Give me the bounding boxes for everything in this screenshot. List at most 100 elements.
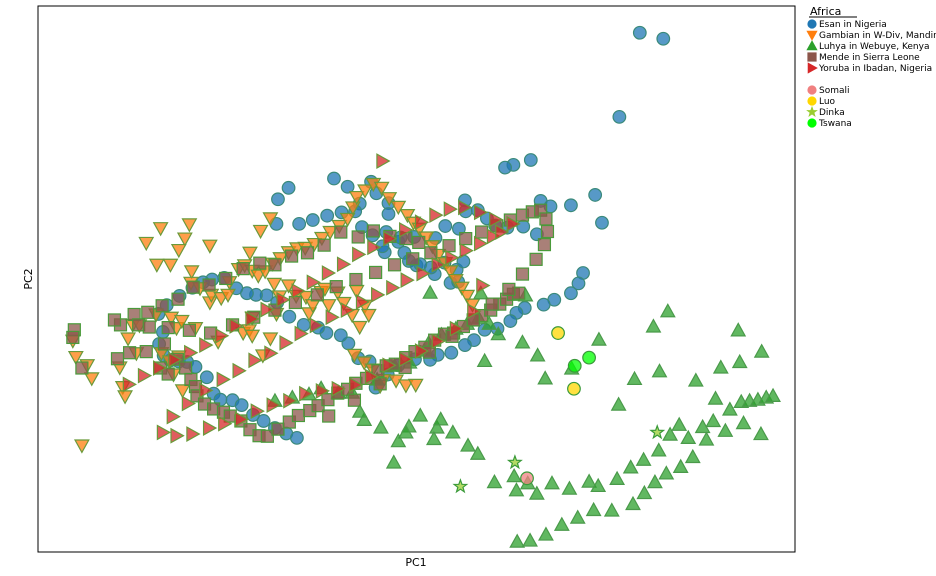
point-mende-in-sierra-leone-85 [424, 246, 438, 260]
point-luo-1 [567, 381, 581, 396]
point-gambian-in-w-div-mandinka-89 [344, 201, 361, 216]
point-yoruba-in-ibadan-nigeria-10 [331, 380, 346, 397]
point-yoruba-in-ibadan-nigeria-35 [371, 286, 386, 303]
point-mende-in-sierra-leone-86 [442, 239, 456, 253]
point-mende-in-sierra-leone-87 [459, 231, 473, 246]
point-luhya-in-webuye-kenya-77 [481, 315, 498, 330]
legend-item-tswana: Tswana [807, 118, 852, 129]
point-esan-in-nigeria-17 [305, 213, 320, 227]
legend-item-gambian-in-w-div-mandinka: Gambian in W-Div, Mandinka [806, 30, 936, 41]
point-yoruba-in-ibadan-nigeria-56 [336, 256, 352, 273]
point-yoruba-in-ibadan-nigeria-13 [283, 392, 298, 409]
point-luhya-in-webuye-kenya-43 [753, 425, 769, 441]
point-yoruba-in-ibadan-nigeria-55 [352, 246, 367, 263]
point-yoruba-in-ibadan-nigeria-64 [215, 327, 230, 344]
point-yoruba-in-ibadan-nigeria-27 [248, 352, 263, 369]
point-esan-in-nigeria-1 [656, 31, 671, 46]
point-luhya-in-webuye-kenya-5 [412, 407, 429, 422]
point-luhya-in-webuye-kenya-74 [529, 347, 546, 362]
point-luhya-in-webuye-kenya-28 [609, 470, 626, 485]
legend-label-gambian-in-w-div-mandinka: Gambian in W-Div, Mandinka [819, 31, 936, 41]
point-mende-in-sierra-leone-79 [310, 288, 324, 302]
point-gambian-in-w-div-mandinka-30 [262, 332, 279, 347]
point-luhya-in-webuye-kenya-17 [460, 437, 476, 452]
legend-item-yoruba-in-ibadan-nigeria: Yoruba in Ibadan, Nigeria [807, 62, 932, 74]
point-luhya-in-webuye-kenya-71 [591, 331, 607, 346]
legend-title: Africa [810, 5, 841, 18]
point-mende-in-sierra-leone-10 [179, 361, 193, 375]
point-luhya-in-webuye-kenya-46 [698, 431, 715, 446]
point-mende-in-sierra-leone-24 [291, 408, 306, 423]
point-gambian-in-w-div-mandinka-58 [252, 224, 269, 240]
point-yoruba-in-ibadan-nigeria-47 [473, 204, 489, 221]
point-luhya-in-webuye-kenya-37 [721, 401, 738, 416]
point-yoruba-in-ibadan-nigeria-3 [449, 320, 464, 337]
point-luhya-in-webuye-kenya-42 [765, 387, 781, 402]
point-luhya-in-webuye-kenya-66 [731, 353, 748, 369]
point-yoruba-in-ibadan-nigeria-70 [122, 376, 137, 393]
point-luhya-in-webuye-kenya-4 [476, 352, 493, 368]
point-mende-in-sierra-leone-53 [351, 230, 365, 244]
point-gambian-in-w-div-mandinka-46 [360, 308, 377, 324]
point-luhya-in-webuye-kenya-7 [425, 430, 442, 446]
point-luhya-in-webuye-kenya-24 [544, 475, 560, 490]
point-luhya-in-webuye-kenya-59 [509, 533, 526, 548]
point-luhya-in-webuye-kenya-30 [635, 451, 652, 466]
point-esan-in-nigeria-49 [516, 219, 531, 234]
point-mende-in-sierra-leone-8 [161, 367, 175, 381]
point-gambian-in-w-div-mandinka-86 [322, 225, 339, 241]
legend-label-luhya-in-webuye-kenya: Luhya in Webuye, Kenya [819, 42, 929, 52]
point-yoruba-in-ibadan-nigeria-28 [264, 345, 279, 362]
point-yoruba-in-ibadan-nigeria-20 [170, 427, 185, 444]
point-gambian-in-w-div-mandinka-104 [447, 273, 464, 289]
point-esan-in-nigeria-106 [234, 398, 249, 413]
point-luhya-in-webuye-kenya-13 [351, 403, 368, 418]
point-luhya-in-webuye-kenya-76 [490, 326, 507, 341]
point-luhya-in-webuye-kenya-57 [538, 526, 554, 541]
point-luhya-in-webuye-kenya-12 [356, 411, 373, 426]
point-yoruba-in-ibadan-nigeria-33 [340, 302, 355, 319]
point-luhya-in-webuye-kenya-32 [662, 426, 679, 441]
point-yoruba-in-ibadan-nigeria-57 [321, 265, 337, 281]
point-luhya-in-webuye-kenya-69 [659, 303, 676, 318]
point-esan-in-nigeria-41 [438, 219, 453, 233]
point-yoruba-in-ibadan-nigeria-30 [294, 325, 309, 342]
point-esan-in-nigeria-3 [523, 153, 538, 167]
point-mende-in-sierra-leone-49 [412, 235, 426, 250]
point-yoruba-in-ibadan-nigeria-50 [429, 207, 444, 224]
point-gambian-in-w-div-mandinka-29 [266, 277, 283, 293]
legend-label-luo: Luo [819, 97, 836, 107]
point-esan-in-nigeria-102 [199, 370, 214, 385]
point-mende-in-sierra-leone-66 [141, 305, 155, 319]
point-yoruba-in-ibadan-nigeria-49 [443, 201, 458, 218]
series-luo [551, 326, 581, 396]
point-dinka-1 [506, 454, 523, 470]
point-yoruba-in-ibadan-nigeria-65 [199, 337, 214, 353]
series-somali [520, 471, 534, 486]
point-esan-in-nigeria-2 [612, 109, 627, 124]
point-yoruba-in-ibadan-nigeria-18 [202, 420, 218, 436]
point-yoruba-in-ibadan-nigeria-68 [153, 360, 168, 376]
point-dinka-0 [452, 478, 469, 494]
point-esan-in-nigeria-0 [632, 25, 647, 40]
point-mende-in-sierra-leone-2 [75, 361, 89, 375]
point-mende-in-sierra-leone-62 [202, 278, 216, 292]
point-yoruba-in-ibadan-nigeria-69 [137, 367, 153, 384]
point-yoruba-in-ibadan-nigeria-51 [414, 214, 430, 231]
legend-marker-esan-in-nigeria [807, 19, 817, 29]
point-esan-in-nigeria-53 [564, 198, 578, 213]
point-tswana-1 [582, 350, 596, 365]
point-mende-in-sierra-leone-21 [260, 429, 274, 443]
point-gambian-in-w-div-mandinka-66 [162, 258, 179, 273]
legend-label-dinka: Dinka [819, 108, 845, 118]
legend-item-dinka: Dinka [806, 105, 845, 118]
point-luhya-in-webuye-kenya-25 [561, 480, 578, 495]
point-gambian-in-w-div-mandinka-103 [442, 265, 459, 280]
point-mende-in-sierra-leone-78 [288, 295, 302, 310]
point-luhya-in-webuye-kenya-18 [469, 445, 486, 460]
point-luhya-in-webuye-kenya-20 [486, 473, 503, 489]
point-yoruba-in-ibadan-nigeria-31 [309, 317, 324, 334]
point-luhya-in-webuye-kenya-15 [432, 411, 449, 426]
